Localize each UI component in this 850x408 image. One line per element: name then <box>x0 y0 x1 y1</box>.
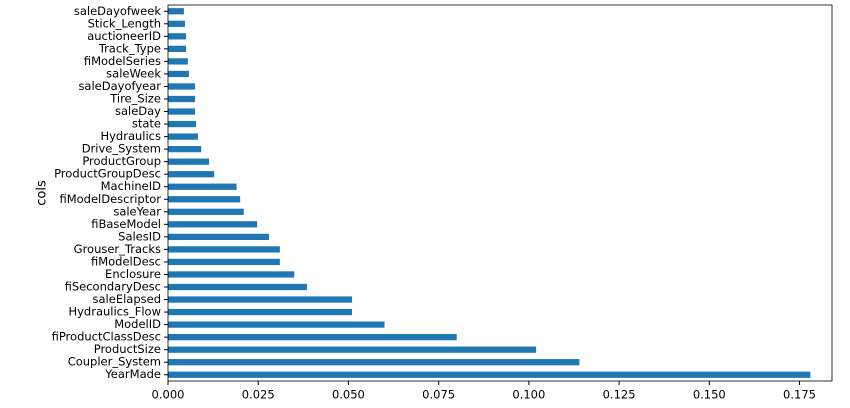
bar <box>168 33 187 40</box>
bar <box>168 108 196 115</box>
y-tick-label: fiBaseModel <box>91 217 161 231</box>
y-tick-label: YearMade <box>104 367 161 381</box>
y-tick-label: saleWeek <box>106 66 161 80</box>
y-tick-label: fiModelDescriptor <box>59 192 161 206</box>
y-tick-label: Enclosure <box>105 267 161 281</box>
bar <box>168 371 811 378</box>
y-tick-label: Coupler_System <box>68 355 161 369</box>
bar <box>168 283 307 291</box>
y-tick-label: fiSecondaryDesc <box>65 280 161 294</box>
y-tick-label: Tire_Size <box>109 92 161 106</box>
bar <box>168 70 189 78</box>
bar <box>168 308 353 316</box>
y-tick-label: saleYear <box>113 204 161 218</box>
x-tick-label: 0.025 <box>242 388 275 402</box>
y-tick-label: ProductSize <box>94 342 161 356</box>
x-tick-label: 0.150 <box>693 388 726 402</box>
x-tick-label: 0.075 <box>422 388 455 402</box>
bar <box>168 146 202 153</box>
y-axis-label: cols <box>35 180 50 206</box>
bar <box>168 183 237 190</box>
y-tick-label: saleDayofweek <box>74 4 161 18</box>
bar <box>168 359 580 366</box>
y-tick-label: SalesID <box>118 229 161 243</box>
x-tick-label: 0.175 <box>783 388 816 402</box>
bar <box>168 296 353 303</box>
bar <box>168 208 244 215</box>
bar <box>168 346 537 353</box>
bar <box>168 95 196 103</box>
y-tick-label: saleDayofyear <box>78 79 161 93</box>
y-tick-label: auctioneerID <box>87 29 161 43</box>
bar <box>168 120 197 128</box>
bar <box>168 258 280 266</box>
bar <box>168 133 198 140</box>
y-tick-label: ModelID <box>114 317 161 331</box>
bar <box>168 45 187 52</box>
y-tick-label: Hydraulics_Flow <box>68 305 161 319</box>
bar <box>168 271 295 278</box>
bar <box>168 321 385 328</box>
bar <box>168 171 215 178</box>
y-tick-label: Hydraulics <box>100 129 161 143</box>
bar <box>168 246 280 253</box>
bar <box>168 20 185 27</box>
bar <box>168 221 258 228</box>
y-tick-label: state <box>132 117 161 131</box>
bar <box>168 83 196 90</box>
x-tick-label: 0.100 <box>512 388 545 402</box>
y-tick-label: saleDay <box>115 104 161 118</box>
bar <box>168 158 210 165</box>
y-tick-label: fiModelDesc <box>91 254 161 268</box>
y-tick-label: Drive_System <box>82 142 161 156</box>
x-tick-label: 0.000 <box>152 388 185 402</box>
y-tick-label: ProductGroup <box>82 154 161 168</box>
y-tick-label: Grouser_Tracks <box>74 242 161 256</box>
bar <box>168 334 457 341</box>
plot-frame <box>167 4 833 382</box>
bar <box>168 58 188 65</box>
bar <box>168 8 184 15</box>
bar <box>168 196 241 203</box>
y-tick-label: Track_Type <box>98 41 161 55</box>
bar <box>168 233 270 240</box>
y-tick-label: fiModelSeries <box>84 54 161 68</box>
y-tick-label: saleElapsed <box>93 292 161 306</box>
x-tick-label: 0.125 <box>603 388 636 402</box>
x-tick-label: 0.050 <box>332 388 365 402</box>
y-tick-label: ProductGroupDesc <box>54 167 161 181</box>
y-tick-label: Stick_Length <box>88 16 161 30</box>
y-tick-label: fiProductClassDesc <box>52 330 161 344</box>
y-tick-label: MachineID <box>101 179 162 193</box>
